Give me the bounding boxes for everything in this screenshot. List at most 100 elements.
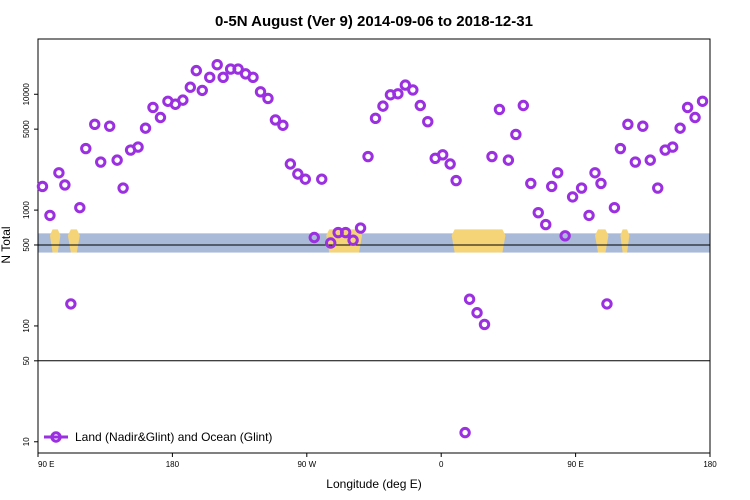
- land-patch: [595, 229, 609, 253]
- data-point: [362, 150, 374, 163]
- data-point: [589, 167, 601, 179]
- data-point: [277, 119, 289, 131]
- data-point: [262, 92, 274, 105]
- data-point: [601, 298, 613, 310]
- data-point: [644, 154, 656, 166]
- legend-marker: [50, 431, 62, 443]
- x-tick-label: 90 W: [297, 460, 316, 469]
- land-patch: [620, 229, 630, 253]
- data-point: [177, 94, 189, 106]
- data-point: [689, 111, 701, 124]
- data-point: [80, 142, 92, 155]
- data-point: [44, 209, 56, 222]
- data-point: [471, 307, 483, 319]
- reference-lines: [38, 244, 710, 362]
- data-point: [65, 298, 77, 310]
- data-point: [117, 182, 129, 194]
- data-point: [217, 71, 229, 84]
- data-point: [269, 114, 282, 126]
- land-patch: [49, 229, 61, 253]
- data-point: [59, 179, 71, 191]
- data-point: [339, 226, 352, 239]
- y-tick-label: 10: [22, 437, 31, 446]
- chart-title: 0-5N August (Ver 9) 2014-09-06 to 2018-1…: [215, 13, 533, 30]
- data-point: [540, 218, 552, 231]
- data-point: [459, 426, 471, 439]
- data-point: [681, 101, 694, 114]
- data-point: [184, 81, 197, 93]
- y-axis-label: N Total: [0, 226, 13, 263]
- data-point: [377, 100, 389, 112]
- data-point: [196, 84, 208, 97]
- data-point: [74, 201, 86, 214]
- data-point: [324, 237, 337, 249]
- data-point: [414, 99, 426, 112]
- land-patch: [451, 229, 506, 253]
- data-point: [132, 141, 144, 153]
- data-point: [147, 101, 159, 114]
- data-point: [422, 115, 434, 128]
- data-point: [517, 99, 530, 112]
- legend-label: Land (Nadir&Glint) and Ocean (Glint): [75, 430, 272, 444]
- y-tick-label: 50: [22, 356, 31, 365]
- x-axis-label: Longitude (deg E): [326, 477, 421, 491]
- data-point: [525, 177, 537, 190]
- data-point: [666, 141, 679, 153]
- data-points: [36, 58, 709, 439]
- data-point: [284, 158, 297, 170]
- data-point: [111, 154, 123, 166]
- data-point: [232, 63, 244, 75]
- data-point: [652, 182, 664, 194]
- y-tick-label: 100: [22, 319, 31, 333]
- data-point: [247, 71, 259, 84]
- data-point: [566, 191, 579, 203]
- data-point: [53, 167, 65, 179]
- data-point: [399, 79, 412, 91]
- data-point: [583, 209, 595, 222]
- land-patch: [67, 229, 80, 253]
- data-point: [211, 58, 223, 71]
- data-point: [154, 111, 167, 124]
- data-point: [436, 149, 449, 161]
- data-point: [369, 112, 382, 125]
- data-point: [575, 182, 588, 194]
- data-point: [254, 86, 267, 98]
- data-point: [204, 71, 216, 84]
- axes: 90 E 180 90 W 0 90 E 180 10 50 100 500 1000 5000 100…: [22, 38, 717, 469]
- surface-band: [38, 229, 710, 253]
- data-point: [316, 173, 328, 185]
- data-point: [559, 230, 571, 242]
- data-point: [36, 180, 49, 193]
- y-tick-label: 1000: [22, 201, 31, 219]
- x-tick-label: 180: [166, 460, 180, 469]
- data-point: [103, 120, 116, 132]
- y-tick-label: 500: [22, 238, 31, 252]
- data-point: [444, 158, 456, 170]
- data-point: [347, 234, 359, 246]
- legend: Land (Nadir&Glint) and Ocean (Glint): [44, 430, 272, 444]
- data-point: [622, 118, 634, 131]
- ocean-band: [38, 233, 710, 253]
- data-point: [608, 201, 621, 214]
- y-tick-label: 10000: [22, 83, 31, 106]
- y-tick-label: 5000: [22, 120, 31, 138]
- data-point: [190, 64, 202, 77]
- data-point: [486, 150, 498, 163]
- x-tick-label: 180: [703, 460, 717, 469]
- data-point: [450, 174, 462, 187]
- x-tick-label: 90 E: [38, 460, 54, 469]
- plot-frame: [37, 38, 711, 454]
- data-point: [674, 122, 686, 134]
- data-point: [95, 156, 107, 168]
- data-point: [595, 177, 607, 190]
- data-point: [493, 103, 506, 116]
- data-point: [510, 128, 522, 141]
- data-point: [614, 142, 627, 155]
- data-point: [139, 122, 152, 134]
- data-point: [637, 120, 649, 132]
- data-point: [89, 118, 101, 131]
- data-point: [407, 84, 419, 96]
- data-point: [532, 206, 544, 219]
- data-point: [354, 222, 367, 234]
- x-tick-label: 0: [439, 460, 444, 469]
